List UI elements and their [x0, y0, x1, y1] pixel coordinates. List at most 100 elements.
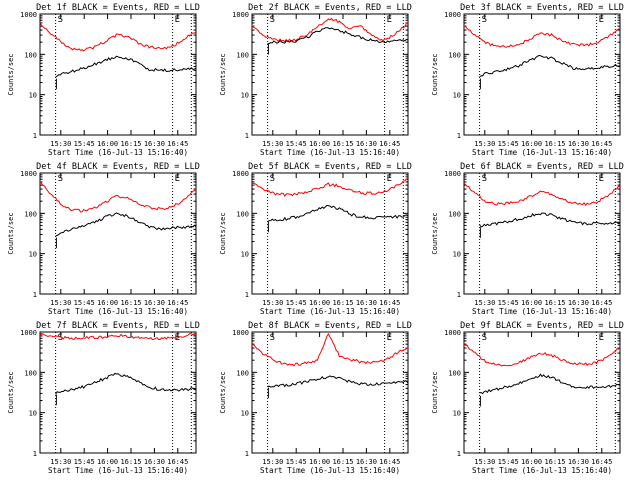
end-marker: E: [387, 333, 392, 343]
plot-frame: [39, 172, 197, 295]
x-axis-title: Start Time (16-Jul-13 15:16:40): [260, 466, 400, 475]
y-tick-label: 1000: [232, 329, 249, 337]
x-tick-label: 15:30: [262, 458, 283, 466]
x-axis-title: Start Time (16-Jul-13 15:16:40): [48, 307, 188, 316]
start-marker: S: [270, 174, 275, 184]
panel-title: Det 3f BLACK = Events, RED = LLD: [460, 3, 624, 13]
events-series-line: [479, 373, 621, 395]
x-tick-label: 16:15: [120, 140, 141, 148]
y-tick-label: 1: [245, 450, 249, 458]
lld-series-line: [251, 333, 409, 367]
x-tick-label: 16:00: [309, 299, 330, 307]
x-tick-label: 16:15: [332, 299, 353, 307]
detector-panel-5: Det 5f BLACK = Events, RED = LLD 1 10 100 10…: [219, 162, 412, 316]
end-marker: E: [599, 174, 604, 184]
x-tick-label: 16:00: [521, 299, 542, 307]
y-tick-label: 100: [448, 369, 461, 377]
lld-series-line: [463, 25, 621, 48]
start-marker: S: [58, 333, 63, 343]
x-tick-label: 16:00: [521, 140, 542, 148]
start-marker: S: [482, 333, 487, 343]
y-tick-label: 10: [241, 92, 249, 100]
x-axis-title: Start Time (16-Jul-13 15:16:40): [48, 466, 188, 475]
x-tick-label: 16:15: [544, 299, 565, 307]
plot-frame: [463, 331, 621, 454]
x-tick-label: 16:15: [120, 299, 141, 307]
x-tick-label: 15:45: [498, 299, 519, 307]
y-axis-title: Counts/sec: [7, 371, 15, 413]
x-tick-label: 15:30: [50, 299, 71, 307]
start-marker: S: [482, 15, 487, 25]
x-tick-label: 16:15: [544, 458, 565, 466]
start-marker: S: [58, 15, 63, 25]
y-tick-label: 100: [24, 369, 37, 377]
start-marker: S: [58, 174, 63, 184]
y-tick-label: 1: [457, 291, 461, 299]
x-tick-label: 15:30: [474, 140, 495, 148]
panel-title: Det 9f BLACK = Events, RED = LLD: [460, 321, 624, 331]
y-tick-label: 1: [33, 132, 37, 140]
x-tick-label: 16:30: [356, 140, 377, 148]
y-tick-label: 100: [236, 369, 249, 377]
events-series-line: [267, 204, 409, 222]
y-tick-label: 10: [29, 251, 37, 259]
detector-panel-9: Det 9f BLACK = Events, RED = LLD 1 10 100 10…: [431, 321, 624, 475]
y-tick-label: 1000: [444, 11, 461, 19]
x-tick-label: 15:45: [74, 458, 95, 466]
lld-series-line: [39, 181, 197, 213]
panel-title: Det 2f BLACK = Events, RED = LLD: [248, 3, 412, 13]
panel-title: Det 5f BLACK = Events, RED = LLD: [248, 162, 412, 172]
x-tick-label: 16:00: [521, 458, 542, 466]
x-tick-label: 16:15: [332, 458, 353, 466]
x-tick-label: 16:30: [568, 140, 589, 148]
x-tick-label: 16:00: [309, 458, 330, 466]
x-tick-label: 15:30: [50, 140, 71, 148]
x-tick-label: 16:45: [591, 140, 612, 148]
lld-series-line: [251, 17, 409, 43]
y-tick-label: 10: [453, 251, 461, 259]
x-tick-label: 16:15: [544, 140, 565, 148]
x-tick-label: 15:30: [50, 458, 71, 466]
start-marker: S: [482, 174, 487, 184]
x-tick-label: 16:45: [591, 299, 612, 307]
x-tick-label: 15:30: [262, 299, 283, 307]
panel-title: Det 8f BLACK = Events, RED = LLD: [248, 321, 412, 331]
x-tick-label: 16:45: [379, 140, 400, 148]
detector-panel-7: Det 7f BLACK = Events, RED = LLD 1 10 100 10…: [7, 321, 200, 475]
panel-title: Det 6f BLACK = Events, RED = LLD: [460, 162, 624, 172]
x-tick-label: 16:45: [379, 458, 400, 466]
y-axis-title: Counts/sec: [431, 53, 439, 95]
y-axis-title: Counts/sec: [7, 53, 15, 95]
x-axis-title: Start Time (16-Jul-13 15:16:40): [472, 307, 612, 316]
y-tick-label: 1000: [20, 329, 37, 337]
x-tick-label: 16:30: [144, 140, 165, 148]
plot-frame: [251, 172, 409, 295]
x-tick-label: 15:45: [286, 458, 307, 466]
detector-panel-2: Det 2f BLACK = Events, RED = LLD 1 10 100 10…: [219, 3, 412, 157]
y-tick-label: 1000: [20, 11, 37, 19]
x-tick-label: 15:45: [286, 140, 307, 148]
y-tick-label: 1: [457, 450, 461, 458]
x-tick-label: 16:00: [97, 458, 118, 466]
x-tick-label: 16:30: [568, 458, 589, 466]
detector-panel-6: Det 6f BLACK = Events, RED = LLD 1 10 100 10…: [431, 162, 624, 316]
y-tick-label: 1000: [232, 170, 249, 178]
x-tick-label: 15:30: [474, 458, 495, 466]
y-tick-label: 1: [245, 132, 249, 140]
y-tick-label: 1: [245, 291, 249, 299]
y-axis-title: Counts/sec: [219, 53, 227, 95]
x-tick-label: 15:30: [262, 140, 283, 148]
x-tick-label: 16:00: [97, 140, 118, 148]
x-tick-label: 15:45: [74, 299, 95, 307]
y-tick-label: 100: [448, 210, 461, 218]
lld-series-line: [463, 343, 621, 367]
y-tick-label: 1: [457, 132, 461, 140]
x-tick-label: 16:00: [309, 140, 330, 148]
lld-series-line: [39, 333, 197, 341]
x-tick-label: 16:45: [167, 140, 188, 148]
plot-frame: [463, 172, 621, 295]
x-tick-label: 15:30: [474, 299, 495, 307]
y-axis-title: Counts/sec: [219, 212, 227, 254]
x-tick-label: 16:15: [332, 140, 353, 148]
y-tick-label: 1000: [20, 170, 37, 178]
